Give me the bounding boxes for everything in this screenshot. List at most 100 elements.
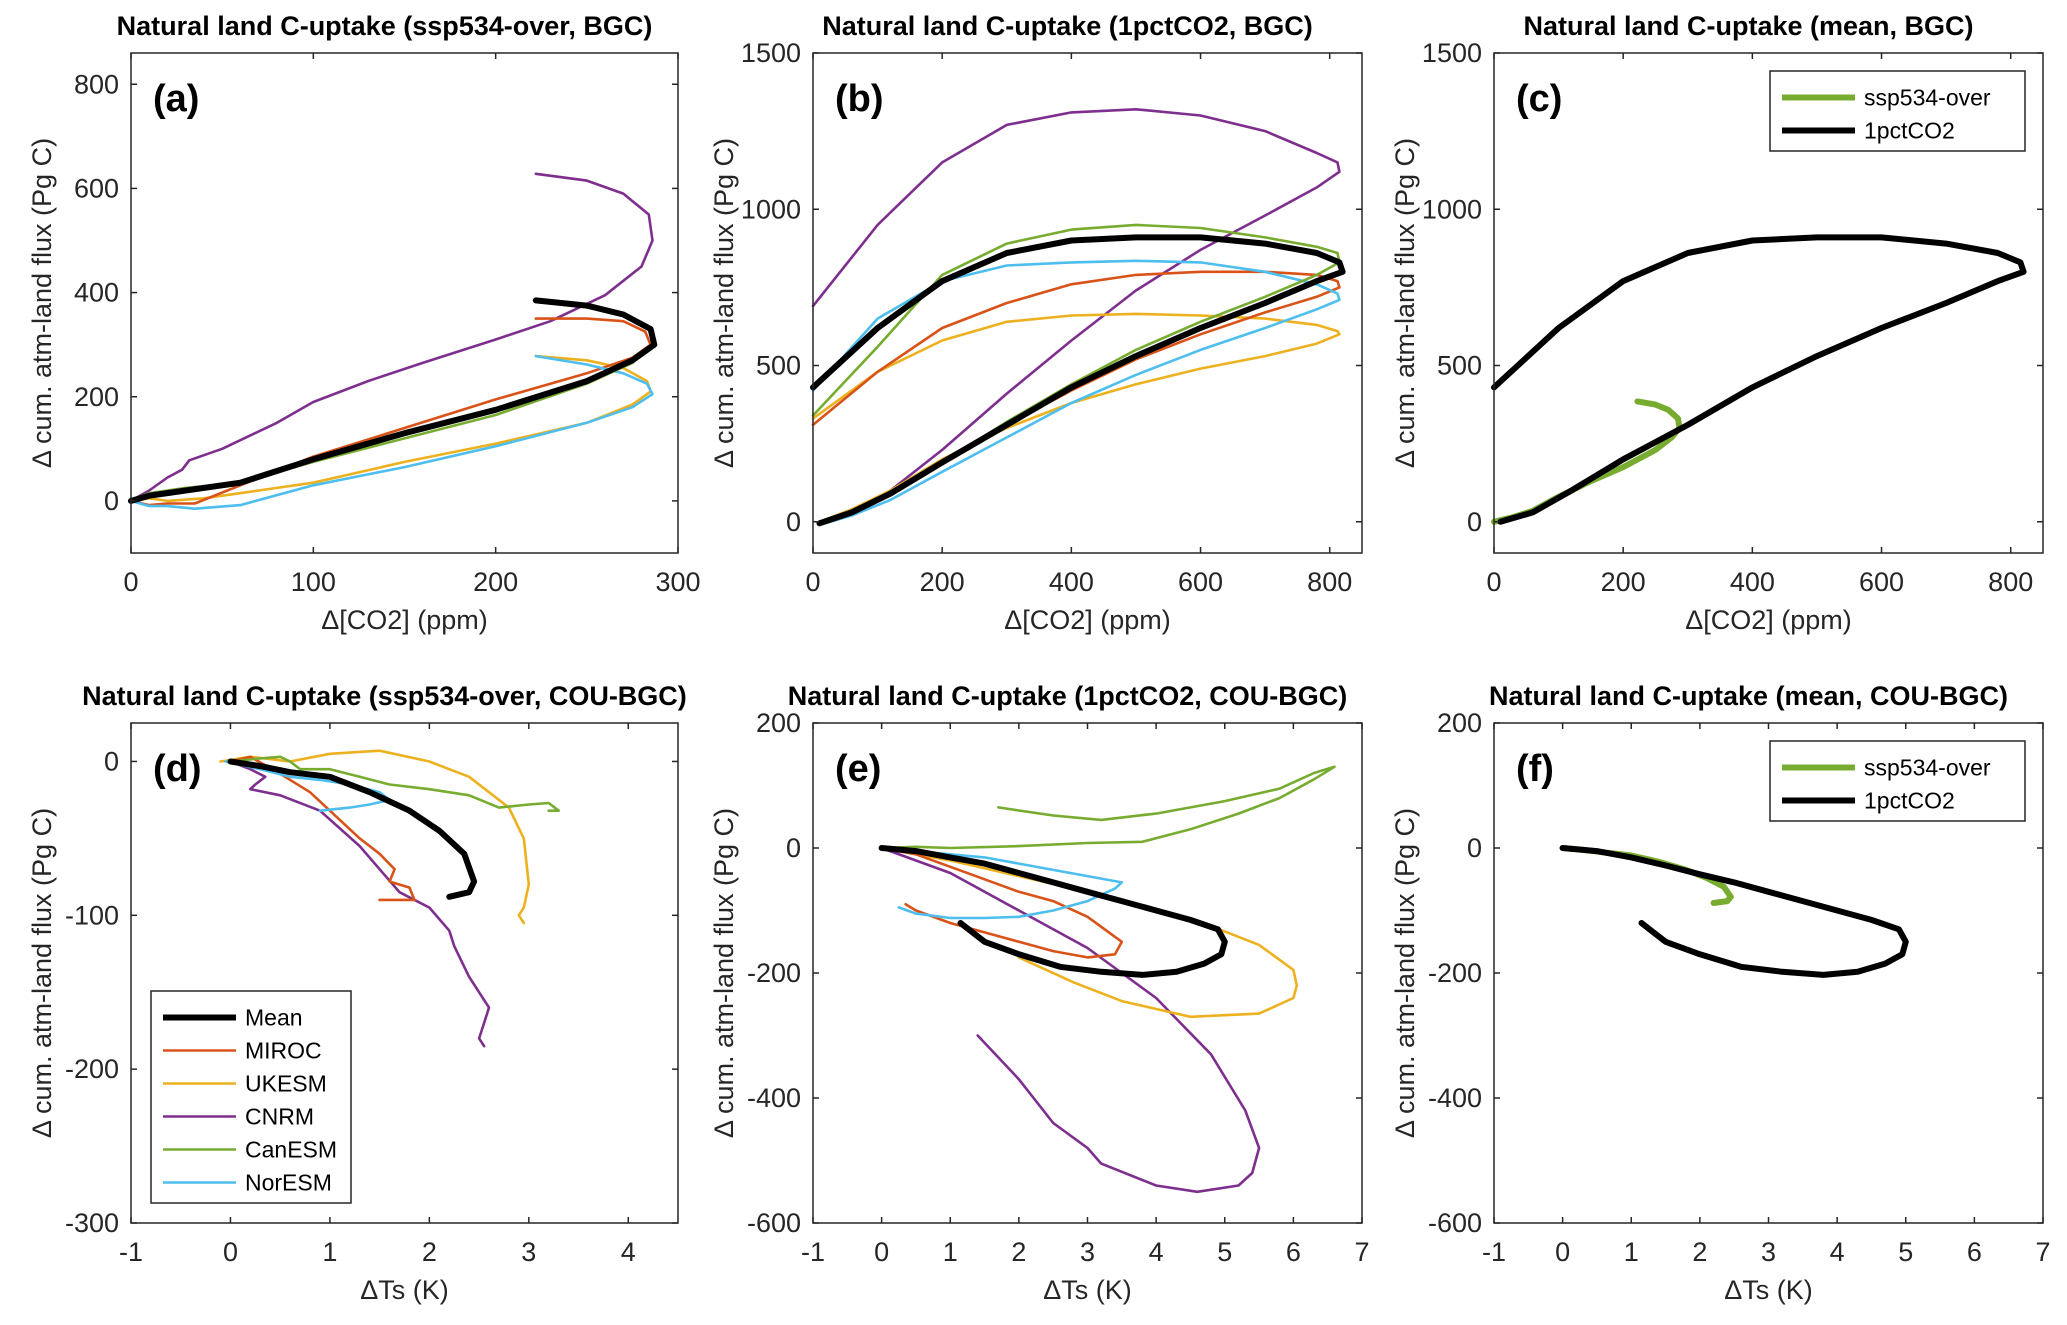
x-tick-label: 2 bbox=[422, 1237, 437, 1267]
legend-entry-label: ssp534-over bbox=[1864, 755, 1991, 781]
y-tick-label: 1500 bbox=[741, 38, 801, 68]
y-tick-label: -600 bbox=[1428, 1208, 1482, 1238]
legend-entry-label: ssp534-over bbox=[1864, 85, 1991, 111]
x-tick-label: 6 bbox=[1967, 1237, 1982, 1267]
legend-entry-label: CNRM bbox=[245, 1104, 314, 1130]
legend-box bbox=[1769, 70, 2026, 152]
x-tick-label: 1 bbox=[943, 1237, 958, 1267]
x-tick-label: 0 bbox=[223, 1237, 238, 1267]
series-line-1pctco2 bbox=[1491, 234, 2027, 525]
series-line-mean bbox=[128, 297, 658, 504]
y-tick-label: 0 bbox=[1467, 833, 1482, 863]
x-tick-label: 6 bbox=[1286, 1237, 1301, 1267]
x-tick-label: 200 bbox=[473, 567, 518, 597]
chart-title: Natural land C-uptake (ssp534-over, COU-… bbox=[82, 681, 687, 711]
x-axis-label: Δ[CO2] (ppm) bbox=[1685, 605, 1852, 635]
x-tick-label: 100 bbox=[291, 567, 336, 597]
y-tick-label: -200 bbox=[65, 1054, 119, 1084]
y-axis-label: Δ cum. atm-land flux (Pg C) bbox=[709, 138, 739, 468]
x-tick-label: -1 bbox=[1482, 1237, 1506, 1267]
x-tick-label: -1 bbox=[119, 1237, 143, 1267]
series-line-ukesm bbox=[129, 354, 652, 503]
y-tick-label: 0 bbox=[1467, 507, 1482, 537]
series-group bbox=[878, 765, 1336, 1194]
y-tick-label: 1500 bbox=[1422, 38, 1482, 68]
x-tick-label: 5 bbox=[1217, 1237, 1232, 1267]
y-tick-label: 400 bbox=[74, 278, 119, 308]
y-tick-label: 0 bbox=[786, 833, 801, 863]
panel-a: Natural land C-uptake (ssp534-over, BGC)… bbox=[27, 11, 701, 635]
y-tick-label: 600 bbox=[74, 173, 119, 203]
x-tick-label: 0 bbox=[123, 567, 138, 597]
chart-title: Natural land C-uptake (ssp534-over, BGC) bbox=[117, 11, 653, 41]
y-tick-label: 1000 bbox=[741, 194, 801, 224]
x-tick-label: 0 bbox=[874, 1237, 889, 1267]
x-tick-label: 1 bbox=[322, 1237, 337, 1267]
x-tick-label: 3 bbox=[1761, 1237, 1776, 1267]
y-tick-label: 500 bbox=[1437, 351, 1482, 381]
series-line-noresm bbox=[880, 846, 1124, 920]
y-tick-label: -600 bbox=[747, 1208, 801, 1238]
x-axis-label: ΔTs (K) bbox=[360, 1275, 449, 1305]
series-group bbox=[1491, 234, 2027, 525]
y-tick-label: 800 bbox=[74, 69, 119, 99]
x-axis-label: ΔTs (K) bbox=[1043, 1275, 1132, 1305]
x-tick-label: 300 bbox=[655, 567, 700, 597]
x-tick-label: 1 bbox=[1624, 1237, 1639, 1267]
legend-entry-label: 1pctCO2 bbox=[1864, 788, 1955, 814]
panel-d: Natural land C-uptake (ssp534-over, COU-… bbox=[27, 681, 687, 1305]
series-line-cnrm bbox=[129, 172, 654, 503]
series-group bbox=[219, 749, 561, 1048]
series-line-canesm bbox=[811, 223, 1341, 524]
x-tick-label: 4 bbox=[1149, 1237, 1164, 1267]
series-line-miroc bbox=[129, 317, 652, 507]
chart-title: Natural land C-uptake (1pctCO2, BGC) bbox=[822, 11, 1313, 41]
x-tick-label: 600 bbox=[1178, 567, 1223, 597]
x-tick-label: 800 bbox=[1307, 567, 1352, 597]
y-tick-label: 1000 bbox=[1422, 194, 1482, 224]
y-tick-label: 200 bbox=[756, 708, 801, 738]
series-line-noresm bbox=[811, 259, 1341, 527]
panel-label: (b) bbox=[835, 78, 884, 120]
panel-label: (a) bbox=[153, 78, 199, 120]
y-tick-label: -400 bbox=[747, 1083, 801, 1113]
series-line-mean bbox=[810, 234, 1346, 527]
axes-box bbox=[130, 52, 679, 554]
y-axis-label: Δ cum. atm-land flux (Pg C) bbox=[1390, 808, 1420, 1138]
x-tick-label: 4 bbox=[621, 1237, 636, 1267]
y-tick-label: 0 bbox=[104, 746, 119, 776]
series-line-cnrm bbox=[811, 108, 1341, 524]
x-tick-label: 0 bbox=[1555, 1237, 1570, 1267]
series-line-noresm bbox=[129, 354, 654, 511]
panel-label: (f) bbox=[1516, 748, 1554, 790]
panel-b: Natural land C-uptake (1pctCO2, BGC) 0 200… bbox=[709, 11, 1363, 635]
x-tick-label: 2 bbox=[1692, 1237, 1707, 1267]
y-axis-label: Δ cum. atm-land flux (Pg C) bbox=[1390, 138, 1420, 468]
series-group bbox=[810, 108, 1346, 527]
legend-entry-label: 1pctCO2 bbox=[1864, 118, 1955, 144]
x-tick-label: 0 bbox=[805, 567, 820, 597]
y-tick-label: 0 bbox=[104, 486, 119, 516]
series-line-1pctco2 bbox=[1559, 845, 1909, 978]
legend-box bbox=[150, 990, 352, 1204]
series-line-ssp534-over bbox=[1491, 398, 1683, 525]
series-group bbox=[128, 172, 658, 511]
x-tick-label: 800 bbox=[1988, 567, 2033, 597]
chart-title: Natural land C-uptake (mean, BGC) bbox=[1523, 11, 1973, 41]
x-tick-label: 3 bbox=[521, 1237, 536, 1267]
panel-label: (e) bbox=[835, 748, 881, 790]
x-tick-label: 4 bbox=[1830, 1237, 1845, 1267]
y-tick-label: -200 bbox=[747, 958, 801, 988]
legend-entry-label: MIROC bbox=[245, 1038, 322, 1064]
x-axis-label: ΔTs (K) bbox=[1724, 1275, 1813, 1305]
series-line-ukesm bbox=[880, 846, 1299, 1019]
x-axis-label: Δ[CO2] (ppm) bbox=[1004, 605, 1171, 635]
legend: Mean MIROC UKESM CNRM CanESM NorESM bbox=[150, 990, 352, 1204]
legend-entry-label: NorESM bbox=[245, 1170, 332, 1196]
legend: ssp534-over 1pctCO2 bbox=[1769, 740, 2026, 822]
y-tick-label: -100 bbox=[65, 900, 119, 930]
y-tick-label: 500 bbox=[756, 351, 801, 381]
panel-f: Natural land C-uptake (mean, COU-BGC) -1 0… bbox=[1390, 681, 2051, 1305]
x-axis-label: Δ[CO2] (ppm) bbox=[321, 605, 488, 635]
